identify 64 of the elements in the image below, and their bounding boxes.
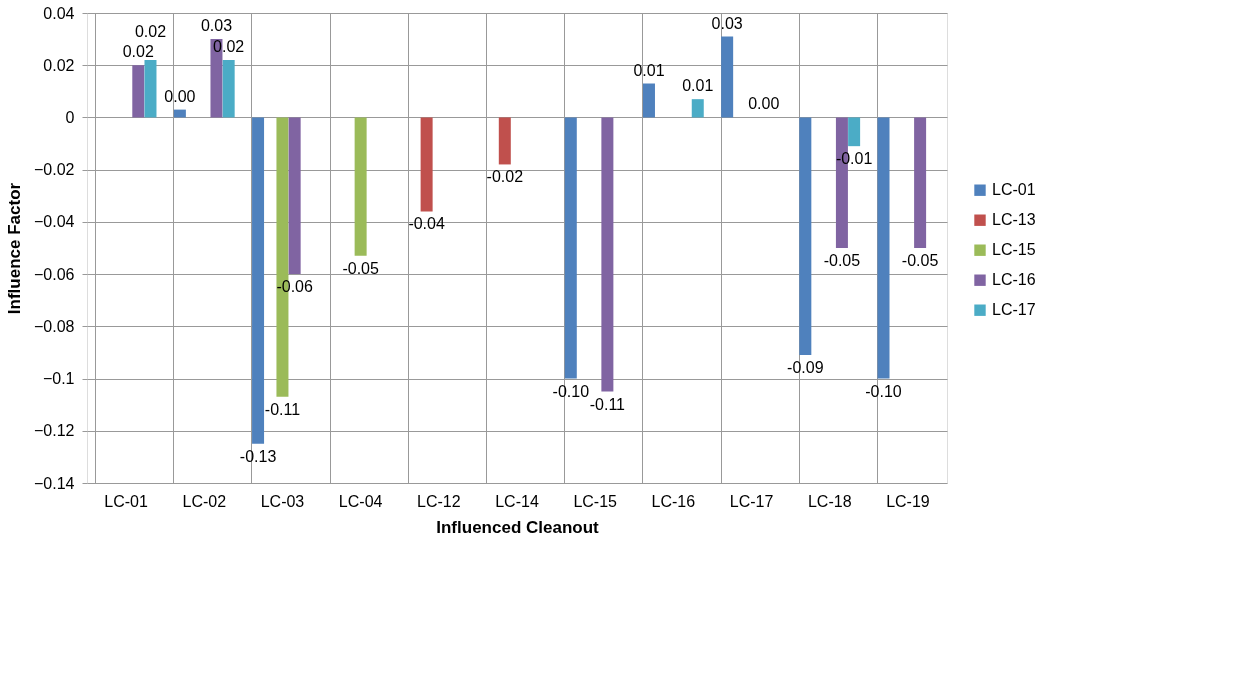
- legend-label: LC-15: [992, 241, 1036, 259]
- legend-label: LC-16: [992, 271, 1036, 289]
- bar: [642, 83, 655, 118]
- bar: [691, 99, 704, 118]
- legend-label: LC-17: [992, 301, 1036, 319]
- bar: [420, 117, 433, 212]
- y-tick-label: 0.02: [43, 56, 75, 74]
- data-label: 0.00: [748, 95, 780, 113]
- data-label: -0.11: [589, 395, 626, 413]
- legend-label: LC-01: [992, 181, 1036, 199]
- bar: [252, 117, 265, 444]
- x-tick-label: LC-16: [651, 492, 696, 510]
- bar: [601, 117, 614, 392]
- data-label: -0.05: [823, 252, 861, 269]
- data-label: -0.10: [552, 382, 590, 400]
- y-tick-label: 0.04: [43, 4, 75, 22]
- x-tick-label: LC-02: [182, 492, 227, 510]
- y-tick-label: −0.02: [34, 161, 75, 179]
- x-tick-label: LC-01: [104, 492, 148, 510]
- data-label: -0.05: [901, 252, 939, 269]
- data-label: 0.03: [711, 14, 743, 32]
- data-label: -0.05: [342, 259, 379, 277]
- x-tick-label: LC-17: [729, 492, 774, 510]
- data-label: 0.03: [200, 17, 233, 35]
- data-label: 0.02: [122, 43, 154, 61]
- x-tick-label: LC-15: [573, 492, 618, 510]
- data-label: 0.01: [633, 61, 665, 79]
- data-label: -0.13: [239, 447, 277, 465]
- bar: [848, 117, 861, 147]
- data-label: -0.02: [486, 168, 524, 186]
- bar: [132, 65, 145, 118]
- y-tick-label: −0.12: [34, 422, 75, 440]
- y-tick-label: −0.08: [34, 317, 75, 335]
- x-tick-label: LC-14: [495, 492, 539, 510]
- bar: [144, 60, 157, 118]
- bar: [914, 117, 927, 248]
- x-axis-title: Influenced Cleanout: [436, 517, 600, 537]
- y-axis-title: Influence Factor: [5, 182, 25, 315]
- bar: [721, 36, 734, 118]
- x-tick-label: LC-04: [338, 492, 383, 510]
- x-tick-label: LC-03: [260, 492, 305, 510]
- data-label: 0.01: [682, 77, 714, 95]
- y-tick-label: −0.14: [34, 474, 75, 492]
- x-tick-label: LC-19: [886, 492, 930, 510]
- y-tick-label: −0.04: [34, 213, 75, 231]
- data-label: 0.00: [164, 87, 196, 105]
- legend-label: LC-13: [992, 211, 1036, 229]
- bar: [799, 117, 812, 356]
- bar: [877, 117, 890, 379]
- bar: [498, 117, 511, 165]
- y-tick-label: 0: [65, 108, 75, 126]
- y-tick-label: −0.06: [34, 265, 75, 283]
- data-label: -0.10: [865, 382, 902, 400]
- bar: [288, 117, 301, 275]
- data-label: 0.02: [134, 23, 167, 41]
- data-label: -0.04: [408, 215, 445, 233]
- bar: [354, 117, 367, 256]
- y-tick-label: −0.1: [42, 370, 75, 388]
- data-label: -0.11: [264, 400, 301, 418]
- data-label: -0.09: [787, 359, 824, 377]
- bar: [222, 60, 235, 118]
- x-tick-label: LC-18: [807, 492, 852, 510]
- bar: [564, 117, 577, 379]
- x-tick-label: LC-12: [417, 492, 461, 510]
